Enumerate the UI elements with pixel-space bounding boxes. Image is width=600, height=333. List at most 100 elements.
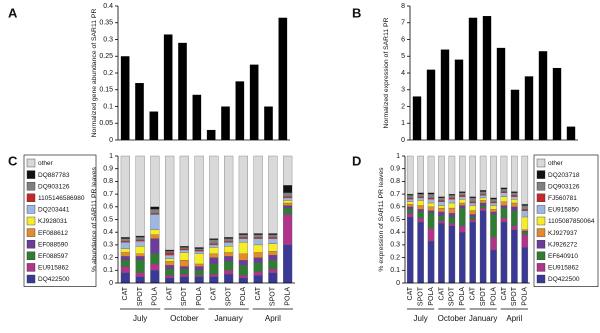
bar-segment [490,237,497,251]
x-tick-label: POLA [522,287,529,306]
y-tick-label: 0.4 [390,229,400,236]
x-tick-label: SPOT [181,286,188,306]
legend-swatch [536,263,546,272]
bar [468,17,478,141]
bar-segment [238,275,248,279]
bar-segment [283,196,293,199]
bar-segment [268,234,278,238]
bar-segment [438,215,445,221]
legend-box [23,154,97,287]
bar-segment [135,235,145,238]
bar-segment [417,155,424,193]
legend-box [533,154,599,287]
legend-swatch [536,228,546,237]
bar-segment [490,209,497,213]
bar-segment [179,266,189,270]
bar-segment [135,253,145,257]
y-tick-label: 0.8 [103,178,113,185]
bar-segment [253,262,263,272]
bar-segment [427,197,435,200]
y-tick-label: 0.1 [103,103,113,110]
bar-segment [469,201,476,204]
bar [192,94,202,140]
bar-segment [479,202,487,206]
x-tick-label: POLA [490,287,497,306]
bar-segment [268,233,278,235]
x-tick-label: POLA [284,287,291,306]
legend-swatch [26,263,36,272]
bar-segment [224,155,234,238]
bar-segment [253,233,263,235]
bar-segment [283,155,293,186]
y-tick-label: 0 [396,280,400,287]
bar-segment [406,216,414,284]
bar-segment [209,276,219,284]
y-tick-label: 0.05 [99,120,113,127]
x-tick-label: CAT [122,286,129,300]
bar-segment [253,275,263,284]
x-tick-label: SPOT [511,286,518,306]
bar-segment [165,155,175,251]
x-tick-label: SPOT [225,286,232,306]
legend-label: DQ203718 [548,172,580,179]
bar-segment [500,192,508,197]
bar-segment [459,192,466,196]
legend-label: DQ422500 [38,276,70,283]
y-tick-label: 0.5 [390,216,400,223]
bar-segment [238,242,248,254]
bar-segment [150,155,160,207]
bar-segment [438,196,445,199]
bar-segment [209,243,219,246]
bar-segment [209,239,219,244]
bar-segment [283,205,293,209]
legend-swatch [26,251,36,261]
bar-segment [406,195,414,199]
x-tick-label: POLA [428,287,435,306]
bar-segment [120,256,130,261]
x-tick-label: CAT [438,286,445,300]
bar-segment [268,272,278,284]
bar-segment [135,240,145,247]
bar [178,42,187,140]
legend-swatch [26,274,36,284]
bar-segment [511,206,518,211]
bar-segment [150,253,160,265]
x-tick-label: CAT [211,286,218,300]
bar-segment [268,259,278,270]
bar-segment [500,221,508,284]
bar-segment [406,206,414,210]
bar [566,126,576,140]
bar-segment [406,199,414,202]
legend-swatch [26,239,36,249]
x-tick-label: SPOT [480,286,487,306]
y-tick-label: 0.25 [99,53,113,60]
y-axis-title: Normalized expression of SAR11 PR [383,17,390,128]
bar-segment [224,261,234,271]
legend-swatch [536,274,546,284]
y-tick-label: 0.4 [103,3,113,10]
bar [278,17,288,141]
y-tick-label: 0.6 [390,204,400,211]
legend-swatch [536,170,546,179]
bar-segment [268,237,278,239]
legend-label: FJ560781 [548,195,577,202]
bar-segment [165,261,175,266]
bar-segment [448,225,456,284]
bar-segment [283,197,293,201]
bar-segment [521,205,529,210]
bar-segment [469,155,476,197]
y-tick-label: 0 [401,137,405,144]
bar [510,89,520,140]
bar-segment [469,219,476,223]
y-tick-label: 3 [401,87,405,94]
bar-segment [427,192,435,195]
bar [249,64,259,140]
group-label: July [414,314,428,323]
y-tick-label: 0.4 [103,229,113,236]
y-tick-label: 4 [401,70,405,77]
x-tick-label: SPOT [417,286,424,306]
bar [552,67,562,140]
bar-segment [511,199,518,204]
bar [235,81,245,140]
